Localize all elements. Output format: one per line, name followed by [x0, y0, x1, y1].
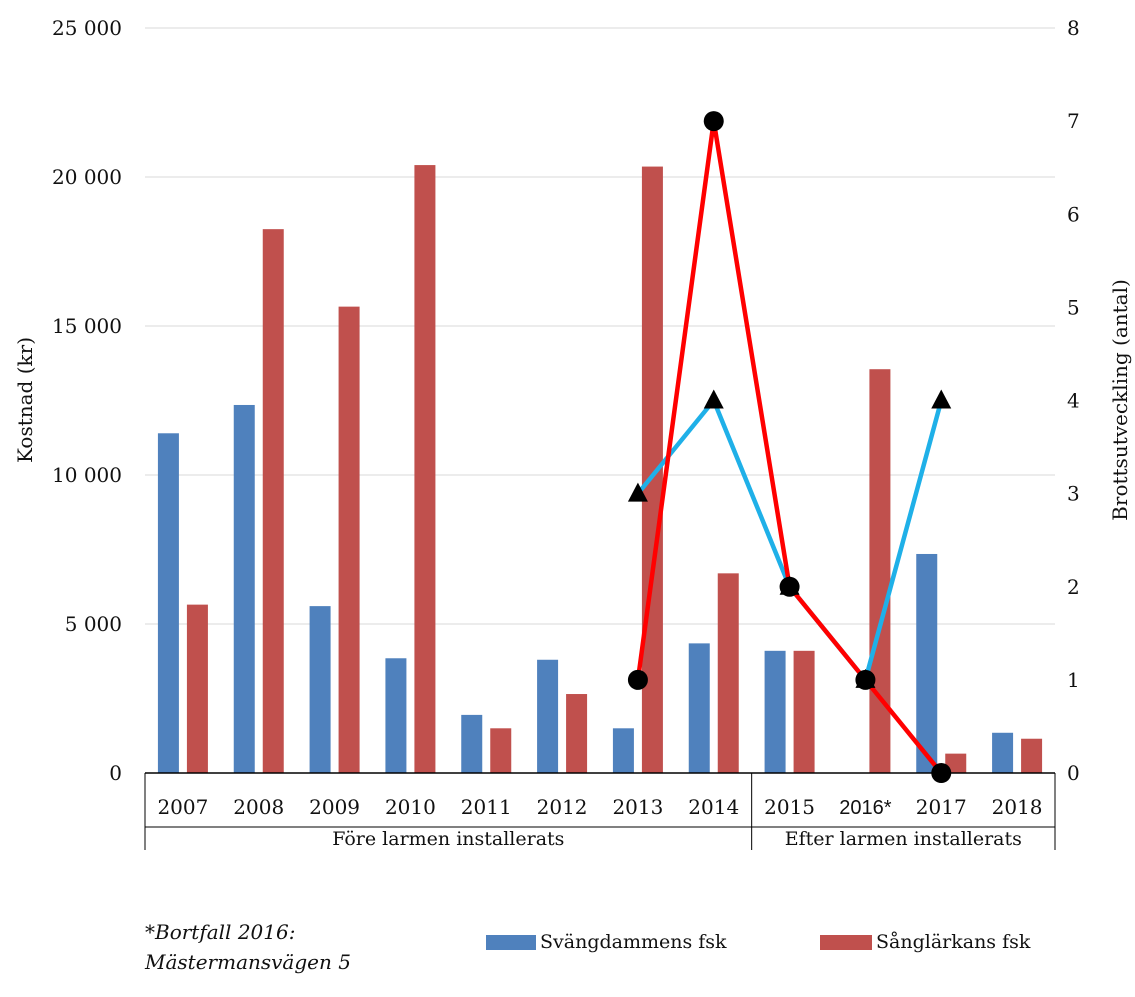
x-tick-label: 2009 [309, 795, 360, 819]
bar [385, 658, 407, 773]
x-tick-label: 2016* [839, 797, 891, 819]
line-point [855, 669, 876, 690]
x-tick-label: 2010 [385, 795, 436, 819]
y2-tick-label: 4 [1067, 389, 1080, 413]
y-tick-label: 10 000 [52, 463, 122, 487]
y2-axis-title: Brottsutveckling (antal) [1108, 279, 1132, 521]
legend-swatch-svangdammens [486, 935, 536, 950]
bar [764, 650, 786, 773]
y2-tick-label: 5 [1067, 295, 1080, 319]
line-point [931, 389, 952, 409]
x-tick-label: 2013 [612, 795, 663, 819]
legend-label-svangdammens: Svängdammens fsk [540, 931, 727, 953]
y-tick-label: 20 000 [52, 165, 122, 189]
line-point [627, 669, 648, 690]
bar [566, 694, 588, 773]
bar [186, 604, 208, 773]
group-label: Före larmen installerats [332, 828, 564, 850]
axes [144, 772, 1056, 850]
bar [233, 404, 255, 773]
y-tick-label: 5 000 [65, 612, 122, 636]
footnote-line-1: *Bortfall 2016: [145, 920, 295, 944]
bar [992, 732, 1014, 773]
y2-tick-label: 0 [1067, 761, 1080, 785]
series-line [635, 118, 943, 775]
bar [869, 369, 891, 773]
legend-label-sanglarkans: Sånglärkans fsk [876, 931, 1031, 953]
legend: Svängdammens fsk Sånglärkans fsk [486, 931, 1031, 953]
legend-swatch-sanglarkans [820, 935, 872, 950]
y2-tick-label: 3 [1067, 482, 1080, 506]
line-point [703, 389, 724, 409]
y-axis-title: Kostnad (kr) [13, 337, 37, 463]
category-groups: Före larmen installerats Efter larmen ins… [332, 828, 1022, 850]
group-label: Efter larmen installerats [785, 828, 1022, 850]
bar [1021, 738, 1043, 773]
x-tick-label: 2014 [688, 795, 739, 819]
y2-tick-label: 6 [1067, 202, 1080, 226]
line-point [703, 111, 724, 132]
x-tick-labels: 2007 2008 2009 2010 2011 2012 2013 2014 2015 2016… [157, 795, 1042, 819]
footnote-line-2: Mästermansvägen 5 [144, 950, 351, 974]
bar [537, 659, 559, 773]
bar [612, 728, 634, 773]
series-line [636, 398, 944, 683]
x-tick-label: 2008 [233, 795, 284, 819]
bar [414, 165, 436, 773]
bar [717, 573, 739, 773]
bars [157, 165, 1043, 773]
x-tick-label: 2017 [916, 795, 967, 819]
y2-tick-label: 2 [1067, 575, 1080, 599]
bar [688, 643, 710, 773]
x-tick-label: 2011 [461, 795, 512, 819]
x-tick-label: 2018 [992, 795, 1043, 819]
series-lines [627, 111, 952, 783]
bar [490, 728, 512, 773]
bar [793, 650, 815, 773]
y-tick-labels: 0 5 000 10 000 15 000 20 000 25 000 [52, 16, 122, 785]
y2-tick-label: 7 [1067, 109, 1080, 133]
line-point [627, 482, 648, 502]
x-tick-label: 2015 [764, 795, 815, 819]
y-tick-label: 15 000 [52, 314, 122, 338]
bar [945, 753, 967, 773]
gridlines [145, 27, 1055, 625]
y2-tick-labels: 0 1 2 3 4 5 6 7 8 [1067, 16, 1080, 785]
y-tick-label: 0 [109, 761, 122, 785]
bar [916, 553, 938, 773]
bar [157, 433, 179, 773]
y-tick-label: 25 000 [52, 16, 122, 40]
y2-tick-label: 1 [1067, 668, 1080, 692]
x-tick-label: 2007 [157, 795, 208, 819]
bar [262, 229, 284, 773]
line-point [779, 576, 800, 597]
line-point [931, 763, 952, 783]
bar [309, 606, 331, 773]
y2-tick-label: 8 [1067, 16, 1080, 40]
x-tick-label: 2012 [537, 795, 588, 819]
bar [338, 306, 360, 773]
bar [461, 714, 483, 773]
